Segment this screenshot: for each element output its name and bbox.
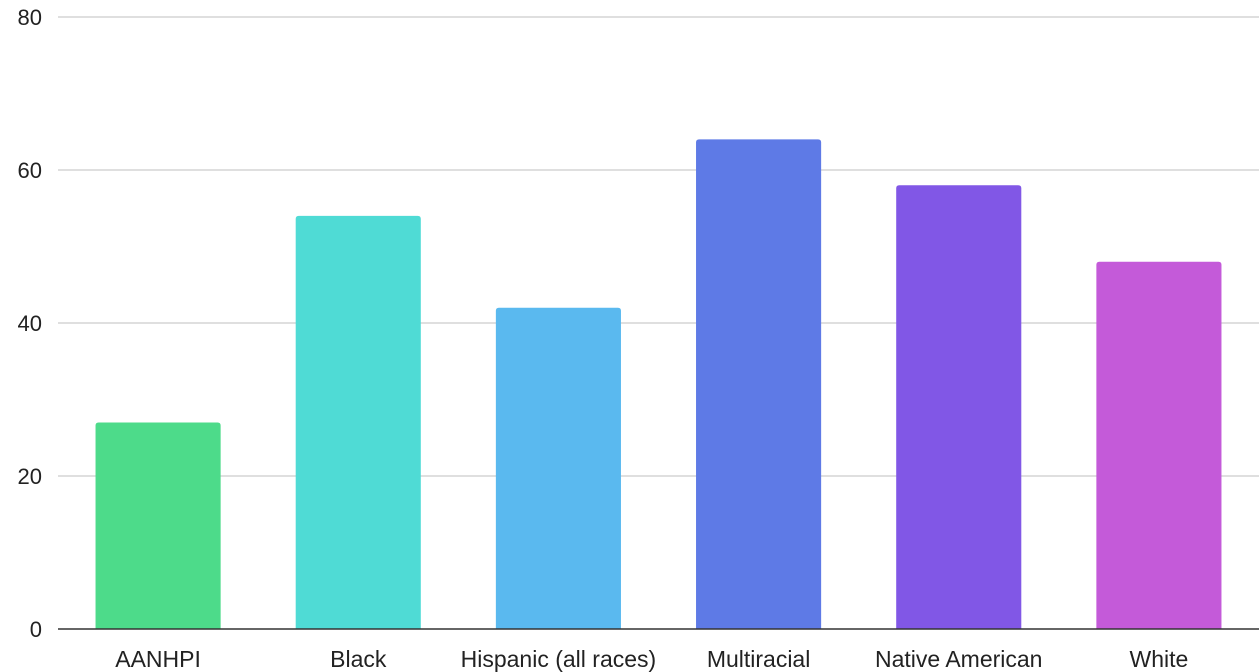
x-tick-label: Multiracial xyxy=(707,646,811,672)
x-tick-label: Black xyxy=(330,646,387,672)
bars xyxy=(96,139,1222,629)
x-tick-label: Native American xyxy=(875,646,1042,672)
y-tick-label: 60 xyxy=(18,158,42,183)
bar xyxy=(496,308,621,629)
bar xyxy=(896,185,1021,629)
x-tick-label: Hispanic (all races) xyxy=(461,646,657,672)
y-tick-label: 80 xyxy=(18,5,42,30)
bar xyxy=(296,216,421,629)
x-tick-label: White xyxy=(1130,646,1189,672)
y-tick-label: 40 xyxy=(18,311,42,336)
bar xyxy=(96,422,221,629)
x-tick-label: AANHPI xyxy=(115,646,201,672)
gridlines xyxy=(58,17,1259,476)
bar xyxy=(1096,262,1221,629)
bar xyxy=(696,139,821,629)
y-tick-label: 20 xyxy=(18,464,42,489)
y-tick-label: 0 xyxy=(30,617,42,642)
